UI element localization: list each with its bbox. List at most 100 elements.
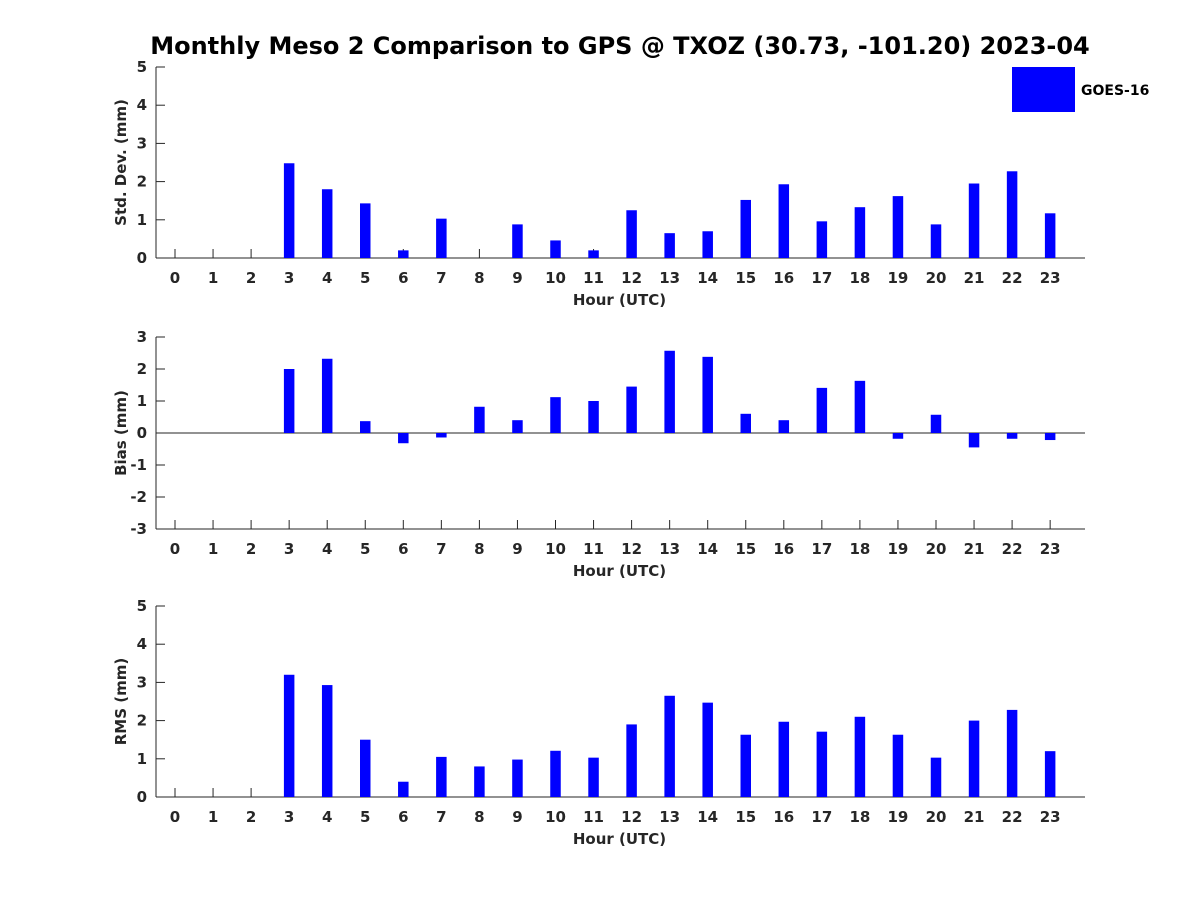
x-tick-label: 13 xyxy=(659,269,680,287)
x-tick-label: 11 xyxy=(583,540,604,558)
x-tick-label: 18 xyxy=(849,808,870,826)
bar-hour-18 xyxy=(854,716,866,797)
bar-hour-11 xyxy=(588,250,599,258)
bar-hour-22 xyxy=(1006,709,1018,797)
bar-hour-9 xyxy=(512,224,523,258)
bar-hour-23 xyxy=(1044,213,1056,258)
bar-hour-6 xyxy=(398,781,409,797)
x-tick-label: 3 xyxy=(284,540,294,558)
bar-hour-3 xyxy=(283,369,295,433)
y-tick-label: 3 xyxy=(137,134,147,152)
y-tick-label: 1 xyxy=(137,392,147,410)
y-tick-label: 0 xyxy=(137,788,147,806)
bar-hour-16 xyxy=(778,420,790,433)
bar-hour-17 xyxy=(816,221,828,258)
chart-title: Monthly Meso 2 Comparison to GPS @ TXOZ … xyxy=(150,32,1090,60)
y-tick-label: 1 xyxy=(137,211,147,229)
bar-hour-7 xyxy=(436,756,447,797)
x-tick-label: 9 xyxy=(512,269,522,287)
y-tick-label: 4 xyxy=(137,635,147,653)
bar-hour-20 xyxy=(930,757,942,797)
bar-hour-21 xyxy=(968,433,980,448)
x-tick-label: 17 xyxy=(811,269,832,287)
y-axis-label: Bias (mm) xyxy=(112,390,130,476)
bar-hour-20 xyxy=(930,224,942,258)
bar-hour-13 xyxy=(664,695,675,797)
x-axis-label: Hour (UTC) xyxy=(573,830,666,848)
x-tick-label: 14 xyxy=(697,269,718,287)
x-tick-label: 16 xyxy=(773,808,794,826)
bar-hour-21 xyxy=(968,183,980,258)
x-tick-label: 12 xyxy=(621,269,642,287)
bar-hour-11 xyxy=(588,757,599,797)
bar-hour-22 xyxy=(1006,433,1018,439)
x-tick-label: 6 xyxy=(398,269,408,287)
bar-hour-10 xyxy=(550,750,561,797)
legend-label: GOES-16 xyxy=(1081,83,1149,99)
bar-hour-10 xyxy=(550,397,561,433)
x-tick-label: 15 xyxy=(735,808,756,826)
bar-hour-15 xyxy=(740,199,751,258)
x-tick-label: 8 xyxy=(474,808,484,826)
y-tick-label: 1 xyxy=(137,750,147,768)
bar-hour-20 xyxy=(930,414,942,433)
x-tick-label: 1 xyxy=(208,808,218,826)
x-tick-label: 0 xyxy=(170,540,180,558)
bar-hour-6 xyxy=(398,250,409,258)
bar-hour-17 xyxy=(816,731,828,797)
x-tick-label: 22 xyxy=(1002,269,1023,287)
x-tick-label: 8 xyxy=(474,269,484,287)
bar-hour-19 xyxy=(892,433,904,439)
bar-hour-15 xyxy=(740,734,751,797)
y-tick-label: -1 xyxy=(130,456,147,474)
x-tick-label: 22 xyxy=(1002,808,1023,826)
x-tick-label: 2 xyxy=(246,808,256,826)
x-tick-label: 5 xyxy=(360,269,370,287)
bar-hour-12 xyxy=(626,386,637,433)
bar-hour-22 xyxy=(1006,171,1018,258)
x-tick-label: 20 xyxy=(926,540,947,558)
x-tick-label: 6 xyxy=(398,540,408,558)
x-tick-label: 10 xyxy=(545,808,566,826)
x-tick-label: 21 xyxy=(964,808,985,826)
y-tick-label: 3 xyxy=(137,673,147,691)
x-tick-label: 12 xyxy=(621,808,642,826)
x-tick-label: 23 xyxy=(1040,808,1061,826)
bar-hour-3 xyxy=(283,674,295,797)
x-tick-label: 2 xyxy=(246,540,256,558)
x-axis-label: Hour (UTC) xyxy=(573,562,666,580)
x-tick-label: 16 xyxy=(773,269,794,287)
bar-hour-7 xyxy=(436,218,447,258)
x-tick-label: 19 xyxy=(888,540,909,558)
x-tick-label: 13 xyxy=(659,540,680,558)
bar-hour-5 xyxy=(360,739,371,797)
bar-hour-17 xyxy=(816,387,828,433)
x-tick-label: 10 xyxy=(545,269,566,287)
x-tick-label: 7 xyxy=(436,540,446,558)
y-tick-label: 0 xyxy=(137,424,147,442)
bar-hour-23 xyxy=(1044,433,1056,441)
bar-hour-12 xyxy=(626,724,637,797)
bar-hour-23 xyxy=(1044,751,1056,797)
x-tick-label: 1 xyxy=(208,540,218,558)
x-tick-label: 0 xyxy=(170,808,180,826)
x-tick-label: 13 xyxy=(659,808,680,826)
bar-hour-21 xyxy=(968,720,980,797)
bar-hour-5 xyxy=(360,421,371,433)
x-tick-label: 1 xyxy=(208,269,218,287)
x-tick-label: 18 xyxy=(849,540,870,558)
x-tick-label: 11 xyxy=(583,269,604,287)
bar-hour-9 xyxy=(512,759,523,797)
x-tick-label: 3 xyxy=(284,269,294,287)
x-tick-label: 21 xyxy=(964,540,985,558)
x-tick-label: 0 xyxy=(170,269,180,287)
x-tick-label: 4 xyxy=(322,808,332,826)
y-axis-label: RMS (mm) xyxy=(112,658,130,745)
bar-hour-16 xyxy=(778,184,790,258)
bar-hour-9 xyxy=(512,420,523,433)
bar-hour-14 xyxy=(702,231,713,258)
x-tick-label: 6 xyxy=(398,808,408,826)
